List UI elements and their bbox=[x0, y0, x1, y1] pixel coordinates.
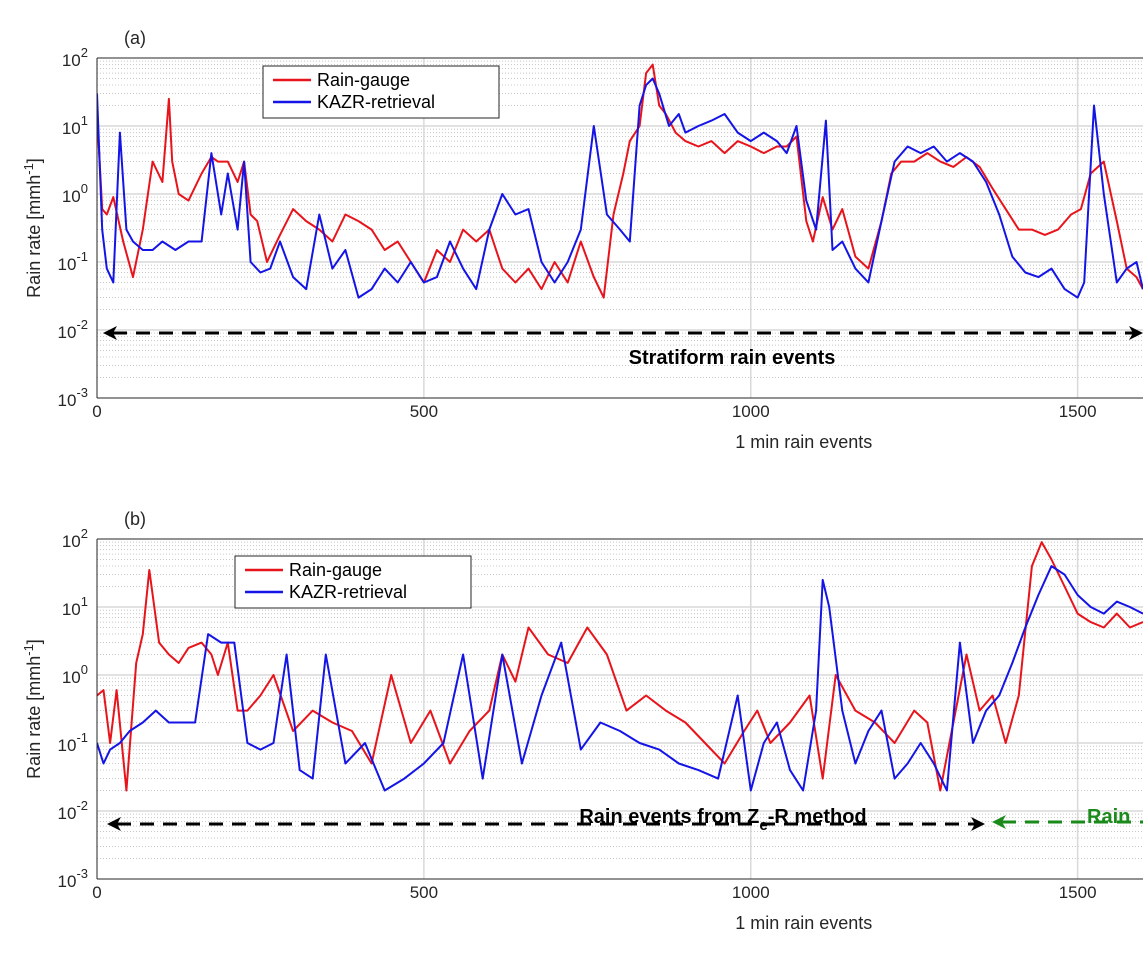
series-line-rain-gauge bbox=[97, 541, 1143, 792]
plot-area bbox=[97, 58, 1143, 398]
x-tick-label: 1500 bbox=[1059, 402, 1097, 421]
series-group bbox=[97, 63, 1143, 299]
x-axis-label: 1 min rain events bbox=[735, 432, 872, 452]
series-line-kazr-retrieval bbox=[97, 77, 1143, 299]
range-arrow bbox=[992, 815, 1143, 829]
arrow-head-right bbox=[1129, 326, 1143, 340]
x-tick-label: 500 bbox=[410, 402, 438, 421]
legend-entry: Rain-gauge bbox=[317, 70, 410, 90]
x-tick-label: 1000 bbox=[732, 883, 770, 902]
legend-box bbox=[234, 555, 472, 609]
x-tick-label: 1000 bbox=[732, 402, 770, 421]
arrow-head-right bbox=[971, 817, 985, 831]
series-group bbox=[97, 541, 1143, 792]
x-axis-label: 1 min rain events bbox=[735, 913, 872, 933]
legend-entry: Rain-gauge bbox=[289, 560, 382, 580]
series-line-kazr-retrieval bbox=[97, 565, 1143, 792]
x-tick-label: 0 bbox=[92, 402, 101, 421]
annotation: Rain bbox=[1087, 806, 1130, 828]
range-arrow bbox=[107, 817, 985, 831]
legend-entry: KAZR-retrieval bbox=[289, 582, 407, 602]
y-tick-label: 10-1 bbox=[58, 249, 88, 274]
y-tick-label: 101 bbox=[62, 113, 88, 138]
y-tick-label: 10-3 bbox=[58, 866, 88, 891]
x-tick-label: 0 bbox=[92, 883, 101, 902]
legend-box bbox=[262, 65, 500, 119]
panel-a: 10-3 10-2 10-1 100 101 102 0 500 1000 1500 1 min r… bbox=[21, 28, 1143, 452]
arrow-head-left bbox=[992, 815, 1006, 829]
series-line-rain-gauge bbox=[97, 63, 1143, 299]
y-tick-label: 10-1 bbox=[58, 730, 88, 755]
y-tick-label: 101 bbox=[62, 594, 88, 619]
legend-entry: KAZR-retrieval bbox=[317, 92, 435, 112]
y-tick-label: 10-2 bbox=[58, 798, 88, 823]
range-arrow bbox=[103, 326, 1143, 340]
y-axis-label: Rain rate [mmh-1] bbox=[21, 639, 44, 779]
y-axis-label: Rain rate [mmh-1] bbox=[21, 158, 44, 298]
y-tick-label: 102 bbox=[62, 45, 88, 70]
arrow-head-left bbox=[103, 326, 117, 340]
annotation: Stratiform rain events bbox=[629, 347, 836, 369]
arrow-head-left bbox=[107, 817, 121, 831]
y-tick-label: 10-2 bbox=[58, 317, 88, 342]
panel-label: (a) bbox=[124, 28, 146, 48]
panel-label: (b) bbox=[124, 509, 146, 529]
y-tick-label: 100 bbox=[62, 662, 88, 687]
y-tick-label: 100 bbox=[62, 181, 88, 206]
y-tick-label: 10-3 bbox=[58, 385, 88, 410]
x-tick-label: 500 bbox=[410, 883, 438, 902]
y-tick-label: 102 bbox=[62, 526, 88, 551]
panel-b: 10-3 10-2 10-1 100 101 102 0 500 1000 1500 1 min r… bbox=[21, 509, 1143, 933]
annotation: Rain events from Ze-R method bbox=[579, 806, 866, 834]
x-tick-label: 1500 bbox=[1059, 883, 1097, 902]
